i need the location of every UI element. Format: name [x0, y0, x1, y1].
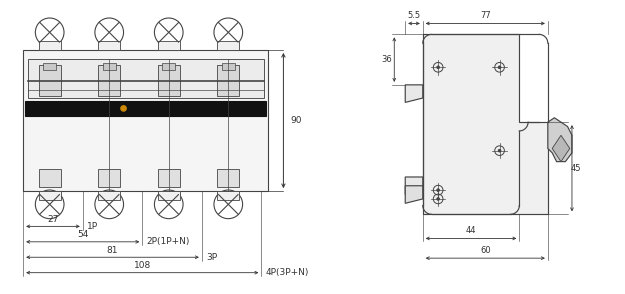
Bar	[98, 41, 120, 50]
Text: 60: 60	[480, 246, 491, 255]
Bar	[39, 191, 61, 200]
Polygon shape	[548, 118, 572, 162]
Circle shape	[437, 66, 439, 69]
Text: 27: 27	[48, 215, 59, 224]
Bar	[158, 191, 180, 200]
Bar	[158, 66, 180, 96]
Polygon shape	[552, 135, 570, 162]
Text: 90: 90	[290, 116, 301, 125]
Bar	[28, 59, 264, 98]
Bar	[222, 63, 235, 70]
Text: 1P: 1P	[87, 222, 98, 231]
Text: 45: 45	[570, 164, 581, 173]
Text: 2P(1P+N): 2P(1P+N)	[147, 237, 190, 246]
Polygon shape	[405, 85, 422, 102]
Bar	[98, 66, 120, 96]
Text: 36: 36	[381, 55, 392, 64]
Bar	[217, 66, 239, 96]
Polygon shape	[405, 186, 422, 203]
Bar	[39, 169, 61, 187]
Text: 81: 81	[107, 245, 118, 255]
Polygon shape	[405, 177, 422, 195]
Text: 4P(3P+N): 4P(3P+N)	[266, 268, 309, 277]
Bar	[217, 191, 239, 200]
Text: 3P: 3P	[206, 253, 217, 262]
Text: 108: 108	[134, 261, 151, 270]
Bar	[158, 169, 180, 187]
Bar	[98, 191, 120, 200]
Circle shape	[498, 66, 501, 69]
Text: 44: 44	[466, 226, 476, 235]
Bar	[23, 50, 268, 191]
Circle shape	[437, 198, 439, 200]
Bar	[158, 41, 180, 50]
Bar	[217, 169, 239, 187]
Circle shape	[437, 189, 439, 191]
Bar	[39, 66, 61, 96]
Polygon shape	[422, 34, 548, 214]
Text: 5.5: 5.5	[408, 11, 421, 20]
Text: 54: 54	[77, 230, 89, 239]
Bar	[102, 63, 116, 70]
Circle shape	[121, 106, 126, 111]
Bar	[26, 101, 266, 116]
Bar	[217, 41, 239, 50]
Bar	[43, 63, 56, 70]
Bar	[98, 169, 120, 187]
Bar	[162, 63, 176, 70]
Bar	[39, 41, 61, 50]
Circle shape	[498, 149, 501, 152]
Text: 77: 77	[480, 11, 491, 20]
